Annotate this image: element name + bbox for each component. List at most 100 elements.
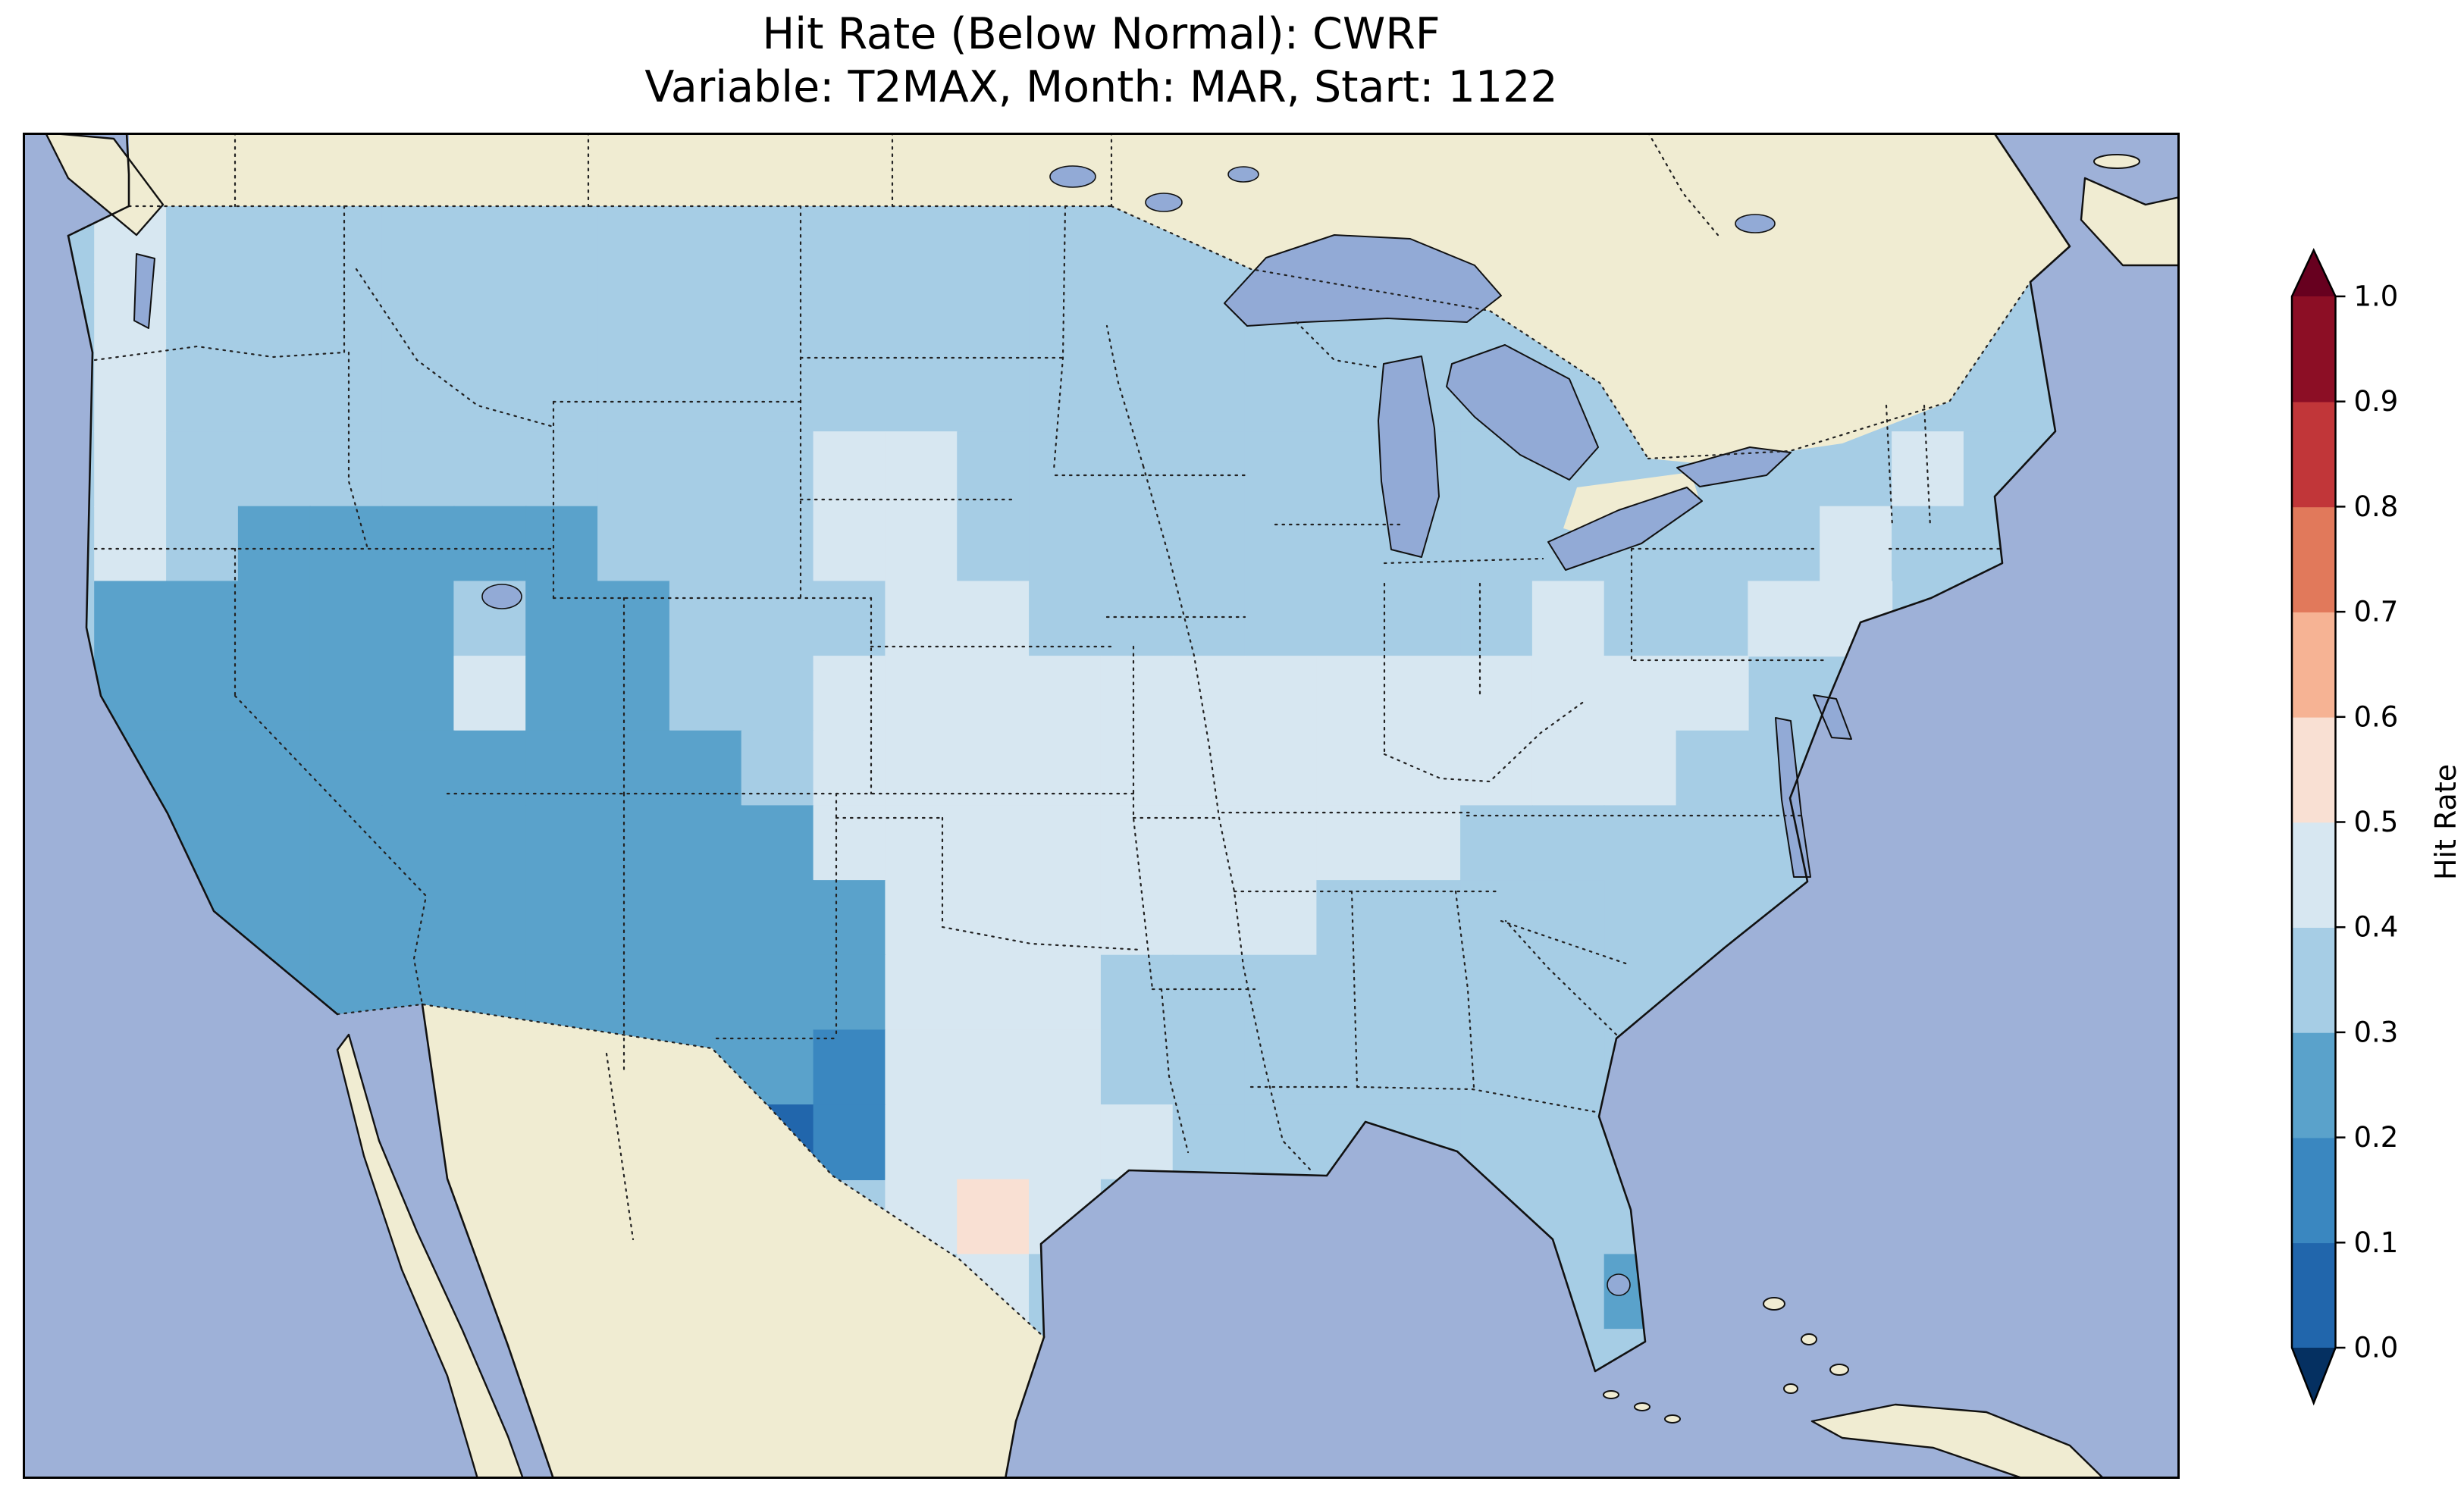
grid-cell <box>957 207 1030 283</box>
grid-cell <box>237 805 311 882</box>
colorbar-band <box>2292 1242 2336 1348</box>
canada-lake <box>1735 214 1776 233</box>
grid-cell <box>94 431 168 507</box>
colorbar-tick-label: 0.6 <box>2354 700 2399 733</box>
grid-cell <box>1531 656 1605 731</box>
grid-cell <box>1172 805 1246 882</box>
coastline <box>1039 280 2057 1373</box>
grid-cell <box>453 207 527 283</box>
grid-cell <box>1820 506 1893 582</box>
grid-cell <box>381 356 455 433</box>
grid-cell <box>741 581 814 657</box>
grid-cell <box>669 954 742 1031</box>
bahamas-island <box>1829 1364 1849 1376</box>
grid-cell <box>525 207 599 283</box>
grid-cell <box>381 506 455 582</box>
grid-cell <box>525 656 599 731</box>
grid-cell <box>885 880 958 956</box>
colorbar-tick-label: 1.0 <box>2354 280 2399 313</box>
grid-cell <box>885 1029 958 1106</box>
cuba-land <box>1810 1403 2105 1479</box>
grid-cell <box>597 880 671 956</box>
grid-cell <box>1029 431 1102 507</box>
grid-cell <box>885 656 958 731</box>
grid-cell <box>1244 805 1318 882</box>
grid-cell <box>1388 730 1462 807</box>
grid-cell <box>1316 954 1390 1031</box>
grid-cell <box>1172 1029 1246 1106</box>
grid-cell <box>309 431 383 507</box>
great-salt-lake <box>481 584 522 609</box>
grid-cell <box>957 805 1030 882</box>
grid-cell <box>1316 1029 1390 1106</box>
grid-cell <box>1029 207 1102 283</box>
florida-keys-island <box>1664 1414 1681 1424</box>
grid-cell <box>309 506 383 582</box>
grid-cell <box>309 356 383 433</box>
border-segment <box>1132 645 1154 991</box>
grid-cell <box>1531 880 1605 956</box>
grid-cell <box>1100 805 1174 882</box>
colorbar-band <box>2292 716 2336 823</box>
grid-cell <box>1172 954 1246 1031</box>
grid-cell <box>166 356 240 433</box>
colorbar-tick-label: 0.1 <box>2354 1226 2399 1259</box>
grid-cell <box>381 730 455 807</box>
grid-cell <box>813 1104 886 1180</box>
border-segment <box>1471 1088 1597 1113</box>
grid-cell <box>1172 656 1246 731</box>
grid-cell <box>741 730 814 807</box>
grid-cell <box>166 506 240 582</box>
grid-cell <box>1244 880 1318 956</box>
grid-cell <box>1316 506 1390 582</box>
grid-cell <box>381 656 455 731</box>
coastline <box>67 234 339 1016</box>
grid-cell <box>1172 506 1246 582</box>
colorbar-band <box>2292 1137 2336 1244</box>
coastline <box>1004 1336 1045 1479</box>
figure-subtitle: Variable: T2MAX, Month: MAR, Start: 1122 <box>644 62 1558 112</box>
grid-cell <box>525 581 599 657</box>
grid-cell <box>1029 506 1102 582</box>
grid-cell <box>1172 431 1246 507</box>
grid-cell <box>525 880 599 956</box>
bahamas-island <box>1783 1383 1798 1394</box>
grid-cell <box>94 281 168 358</box>
colorbar-band <box>2292 927 2336 1033</box>
grid-cell <box>597 730 671 807</box>
grid-cell <box>1029 730 1102 807</box>
canada-land <box>129 133 2070 466</box>
mexico-land <box>422 1004 1044 1479</box>
grid-cell <box>1100 880 1174 956</box>
grid-cell <box>741 880 814 956</box>
grid-cell <box>1029 581 1102 657</box>
bahamas-island <box>1801 1333 1817 1345</box>
baja-california-land <box>336 1033 525 1479</box>
grid-cell <box>166 431 240 507</box>
grid-cell <box>237 207 311 283</box>
grid-cell <box>741 356 814 433</box>
border-segment <box>1500 919 1632 966</box>
grid-cell <box>166 730 240 807</box>
grid-cell <box>669 730 742 807</box>
grid-cell <box>1029 656 1102 731</box>
grid-cell <box>1244 656 1318 731</box>
colorbar-band <box>2292 401 2336 508</box>
grid-cell <box>885 431 958 507</box>
lake-superior <box>1224 234 1502 327</box>
florida-keys-island <box>1603 1390 1619 1399</box>
grid-cell <box>1100 1029 1174 1106</box>
grid-cell <box>453 356 527 433</box>
grid-cell <box>813 506 886 582</box>
prince-edward-island <box>2093 154 2140 169</box>
grid-cell <box>1100 506 1174 582</box>
coastline <box>421 1003 555 1479</box>
grid-cell <box>597 581 671 657</box>
grid-cell <box>669 506 742 582</box>
border-segment <box>605 1052 635 1241</box>
grid-cell <box>1531 1104 1605 1180</box>
colorbar-tick-label: 0.3 <box>2354 1016 2399 1048</box>
grid-cell <box>813 656 886 731</box>
canada-lake <box>1145 193 1183 212</box>
grid-cell <box>1603 581 1677 657</box>
